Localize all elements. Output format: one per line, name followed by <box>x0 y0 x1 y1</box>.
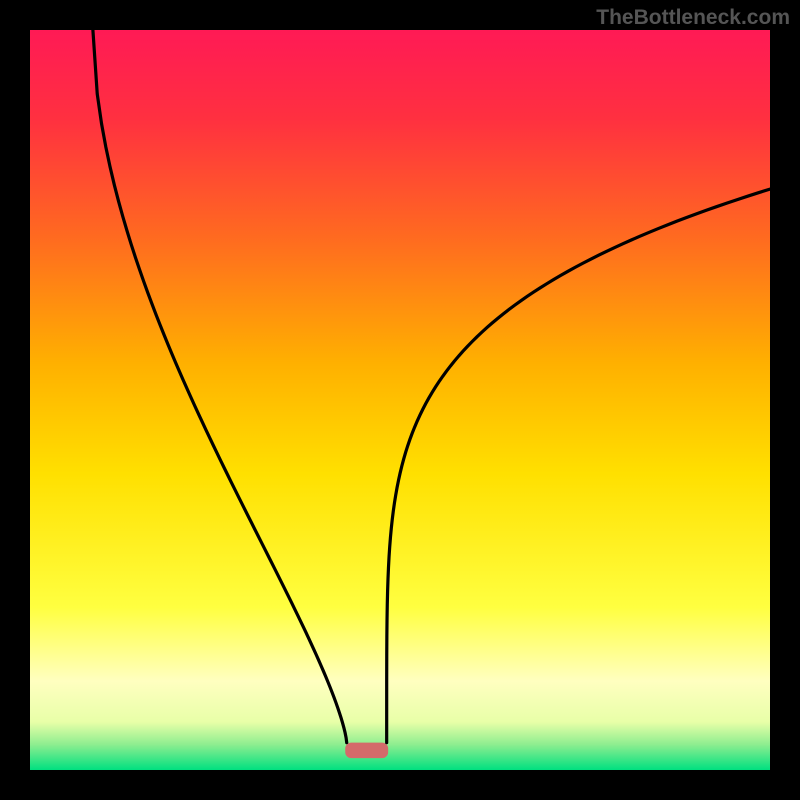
chart-background <box>30 30 770 770</box>
chart-svg <box>30 30 770 770</box>
bottleneck-marker <box>345 743 388 759</box>
bottleneck-chart <box>30 30 770 770</box>
watermark-text: TheBottleneck.com <box>596 6 790 30</box>
